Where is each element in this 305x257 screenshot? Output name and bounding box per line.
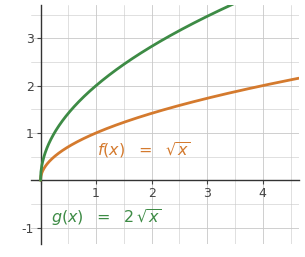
Text: $g(x)\ \ =\ \ 2\,\sqrt{x}$: $g(x)\ \ =\ \ 2\,\sqrt{x}$ xyxy=(51,207,161,228)
Text: $f(x)\ \ =\ \ \sqrt{x}$: $f(x)\ \ =\ \ \sqrt{x}$ xyxy=(97,141,191,160)
